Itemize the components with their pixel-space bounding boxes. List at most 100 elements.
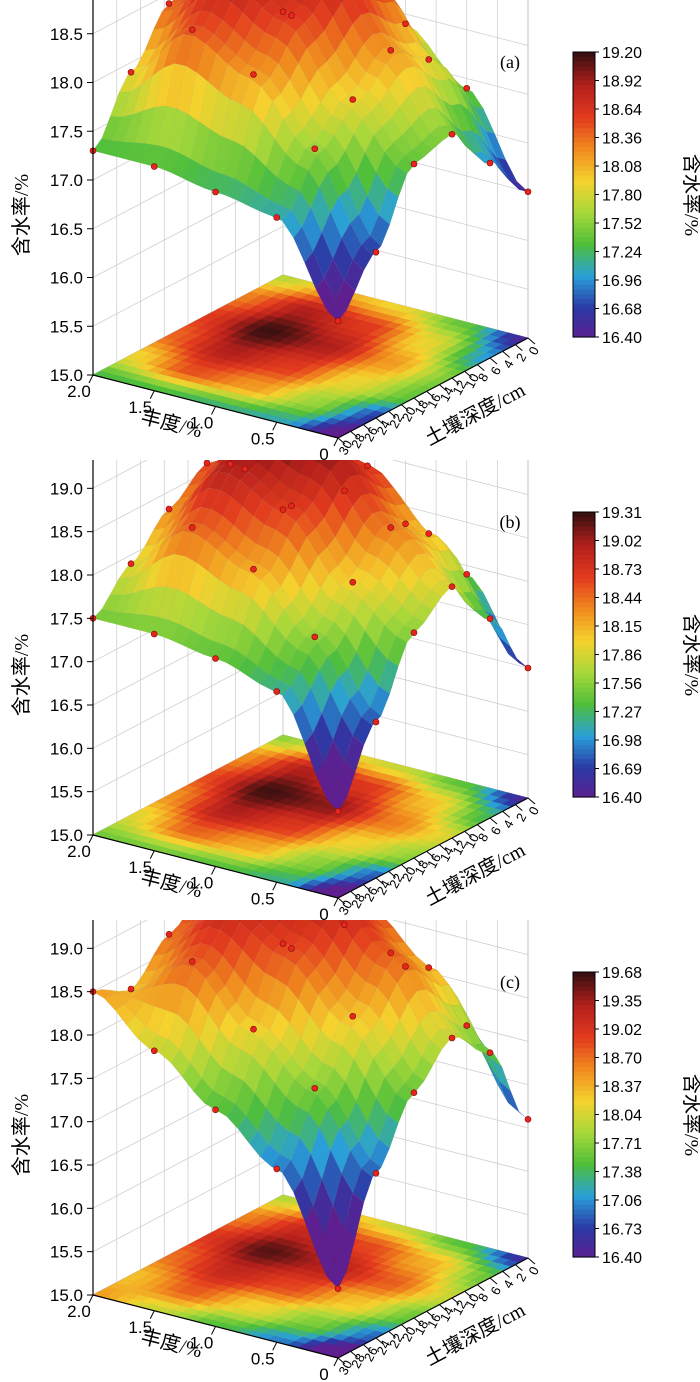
colorbar-segment	[573, 1019, 595, 1025]
abundance-tick-label: 0.5	[251, 429, 275, 448]
colorbar: 19.31 19.02 18.73 18.44 18.15 17.86 17.56 17.27…	[572, 505, 700, 807]
colorbar-segment	[573, 1185, 595, 1192]
colorbar-segment	[573, 1252, 595, 1258]
colorbar-segment	[573, 763, 595, 770]
abundance-tick	[149, 1310, 155, 1319]
colorbar-segment	[573, 649, 595, 656]
depth-tick-label: 24	[373, 878, 393, 898]
colorbar-segment	[573, 1000, 595, 1006]
depth-tick-label: 2	[513, 811, 530, 824]
surface-cell	[404, 149, 425, 164]
data-point	[410, 160, 418, 168]
surface-cell	[468, 109, 489, 148]
abundance-tick	[272, 882, 278, 891]
surface-cell	[339, 0, 345, 4]
surface-cell	[109, 91, 131, 118]
depth-tick-label: 0	[525, 804, 542, 817]
surface-cell	[275, 920, 282, 924]
depth-tick-label: 2	[513, 351, 530, 364]
colorbar-segment	[573, 721, 595, 727]
data-point	[127, 985, 135, 993]
colorbar-segment	[573, 640, 595, 646]
colorbar-segment	[573, 1062, 595, 1068]
colorbar-segment	[573, 573, 595, 580]
surface-cell	[412, 1056, 434, 1082]
data-point	[486, 159, 494, 167]
colorbar-tick-label: 19.02	[602, 534, 642, 551]
surface-cell	[314, 1062, 335, 1087]
surface-cell	[342, 590, 363, 617]
depth-tick	[502, 810, 510, 818]
surface-cell	[419, 535, 441, 553]
colorbar-segment	[573, 1228, 595, 1234]
colorbar-segment	[573, 630, 595, 637]
colorbar-segment	[573, 1005, 595, 1011]
colorbar-segment	[573, 232, 595, 238]
depth-tick-label: 24	[373, 418, 393, 438]
abundance-axis-title: 丰度/%	[139, 405, 205, 442]
depth-tick	[502, 350, 510, 358]
surface-cell	[430, 126, 451, 142]
surface-cell	[259, 673, 281, 690]
abundance-tick	[333, 897, 339, 907]
depth-tick	[413, 1317, 422, 1325]
colorbar-segment	[573, 597, 595, 603]
colorbar-segment	[573, 516, 595, 523]
data-point	[349, 578, 357, 586]
data-point	[241, 465, 249, 473]
depth-tick	[477, 824, 485, 832]
z-tick-label: 16.0	[50, 269, 83, 288]
abundance-tick-label: 1.5	[128, 858, 152, 877]
abundance-tick-label: 1.0	[190, 414, 214, 433]
surface-cell	[278, 537, 299, 572]
depth-axis	[337, 1257, 529, 1359]
colorbar-segment	[573, 199, 595, 205]
abundance-tick	[88, 1294, 94, 1304]
data-point	[387, 46, 395, 54]
surface-cell	[321, 691, 342, 741]
data-point	[425, 530, 433, 537]
surface-cell	[212, 136, 234, 175]
colorbar: 19.20 18.92 18.64 18.36 18.08 17.80 17.52 17.24…	[572, 45, 700, 347]
data-point	[364, 462, 371, 470]
depth-tick	[375, 1337, 384, 1345]
abundance-tick	[333, 437, 339, 447]
surface-cell	[335, 956, 356, 990]
depth-tick-label: 2	[513, 1271, 530, 1284]
depth-tick	[489, 817, 498, 825]
colorbar-segment	[573, 1100, 595, 1106]
abundance-tick-label: 2.0	[67, 382, 91, 401]
surface-cell	[285, 1078, 306, 1108]
z-tick-label: 17.5	[50, 122, 83, 141]
colorbar-segment	[573, 1162, 595, 1168]
data-point	[463, 1022, 471, 1029]
z-tick-label: 18.0	[50, 1026, 83, 1045]
surface-cell	[307, 920, 312, 922]
depth-tick-label: 14	[437, 844, 457, 864]
colorbar-segment	[573, 1114, 595, 1120]
colorbar-segment	[573, 706, 595, 713]
plot-area: 15.015.516.016.517.017.518.018.519.019.5…	[10, 920, 542, 1380]
depth-tick-label: 10	[462, 1291, 482, 1311]
surface-cell	[352, 1168, 373, 1203]
surface-cell	[422, 542, 443, 567]
depth-tick-label: 10	[462, 371, 482, 391]
colorbar-segment	[573, 175, 595, 181]
z-tick-label: 18.5	[50, 983, 83, 1002]
surface-cell	[210, 90, 231, 137]
colorbar-segment	[573, 716, 595, 722]
surface-cell	[447, 1028, 468, 1043]
colorbar-segment	[573, 1143, 595, 1149]
data-point	[273, 214, 281, 221]
colorbar-segment	[573, 332, 595, 338]
depth-axis	[337, 337, 529, 439]
colorbar-tick-label: 16.40	[602, 330, 642, 347]
surface-cell	[439, 549, 461, 572]
data-point	[425, 964, 433, 971]
data-point	[250, 1025, 257, 1033]
surface	[92, 0, 529, 322]
surface	[92, 460, 529, 812]
colorbar-title: 含水率/%	[680, 1074, 700, 1156]
colorbar-segment	[573, 1200, 595, 1206]
colorbar-segment	[573, 1166, 595, 1173]
